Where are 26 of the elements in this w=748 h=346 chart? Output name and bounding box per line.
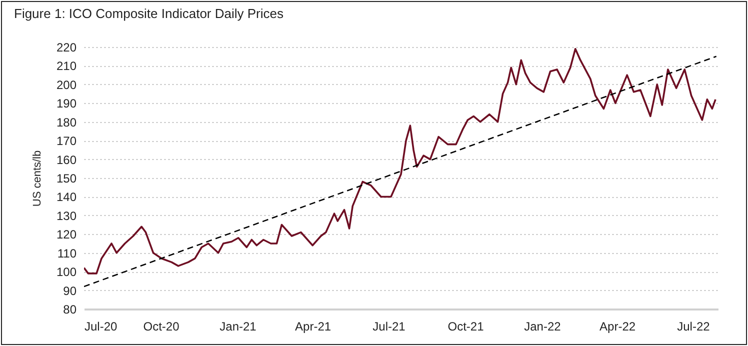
chart-title: Figure 1: ICO Composite Indicator Daily Prices	[14, 6, 284, 21]
y-tick-label: 210	[56, 59, 77, 74]
x-tick-label: Apr-21	[295, 320, 332, 334]
y-tick-label: 90	[63, 284, 77, 298]
y-tick-label: 110	[57, 246, 77, 260]
x-tick-label: Jan-22	[524, 320, 562, 334]
y-tick-label: 80	[63, 302, 77, 316]
x-tick-label: Jan-21	[220, 320, 257, 334]
x-tick-label: Apr-22	[600, 320, 636, 334]
x-tick-label: Jul-21	[372, 320, 406, 334]
y-tick-label: 120	[56, 228, 77, 242]
x-tick-label: Jul-20	[84, 320, 118, 334]
y-tick-label: 140	[56, 190, 77, 204]
x-tick-label: Oct-20	[143, 320, 180, 334]
y-tick-label: 220	[56, 40, 77, 54]
y-tick-label: 190	[56, 96, 77, 111]
y-tick-label: 180	[56, 115, 77, 130]
y-tick-label: 150	[56, 172, 77, 186]
x-tick-label: Oct-21	[448, 320, 484, 334]
y-tick-label: 170	[56, 134, 77, 148]
y-tick-label: 200	[56, 78, 77, 92]
y-tick-label: 160	[56, 152, 77, 167]
y-tick-label: 130	[56, 208, 77, 223]
y-axis-title: US cents/lb	[31, 150, 44, 207]
y-tick-label: 100	[56, 265, 77, 280]
x-tick-label: Jul-22	[677, 320, 710, 334]
